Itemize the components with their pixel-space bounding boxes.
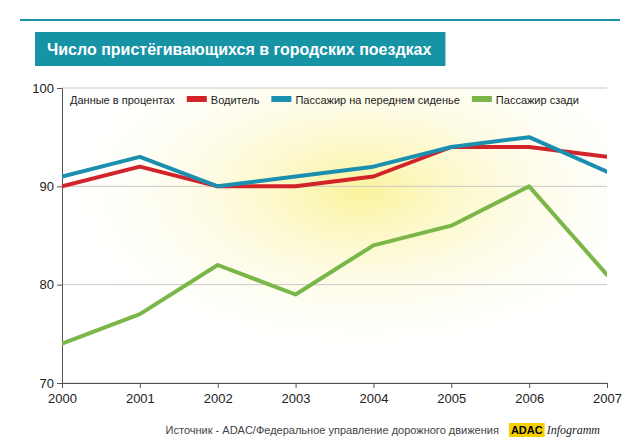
legend-label: Пассажир сзади <box>496 94 579 106</box>
y-tick: 70 <box>40 376 62 391</box>
title-banner <box>35 32 445 66</box>
legend-swatch <box>271 96 291 102</box>
x-tick: 2006 <box>515 383 544 406</box>
y-axis: 70 80 90 100 <box>32 81 62 391</box>
y-tick-label: 100 <box>32 81 54 96</box>
x-tick-label: 2005 <box>437 391 466 406</box>
grid <box>62 88 607 383</box>
title-group: Число пристёгивающихся в городских поезд… <box>35 32 445 66</box>
y-tick-mark <box>57 186 62 187</box>
legend-title: Данные в процентах <box>70 94 175 106</box>
logo-text: Infogramm <box>546 423 601 437</box>
y-axis-line <box>57 89 63 384</box>
title: Число пристёгивающихся в городских поезд… <box>47 41 431 58</box>
title-rule <box>20 19 620 21</box>
x-tick-mark <box>62 383 63 388</box>
x-tick: 2002 <box>204 383 233 406</box>
x-tick: 2000 <box>48 383 77 406</box>
x-tick-label: 2001 <box>126 391 155 406</box>
x-tick-label: 2002 <box>204 391 233 406</box>
logo-brand: ADAC <box>511 424 543 436</box>
y-tick-label: 90 <box>40 179 54 194</box>
x-tick-label: 2003 <box>282 391 311 406</box>
footer: InfogrammADAC Источник - ADAC/Федеральное… <box>166 423 601 437</box>
legend-swatch <box>472 96 492 102</box>
x-tick-label: 2006 <box>515 391 544 406</box>
series-line <box>62 147 607 186</box>
grid-line <box>62 88 607 89</box>
legend-label: Пассажир на переднем сиденье <box>295 94 459 106</box>
y-tick-label: 70 <box>40 376 54 391</box>
y-tick-mark <box>57 88 62 89</box>
legend-label: Водитель <box>211 94 260 106</box>
grid-line <box>62 284 607 285</box>
source: Источник - ADAC/Федеральное управление д… <box>166 424 499 436</box>
chart: Число пристёгивающихся в городских поезд… <box>0 0 640 448</box>
lines <box>62 137 607 343</box>
x-tick-mark <box>218 383 219 388</box>
legend: Данные в процентах Водитель Пассажир на пе… <box>70 94 579 106</box>
y-tick-mark <box>57 383 62 384</box>
x-axis: 2000 2001 2002 2003 2004 2005 2006 2007 <box>48 383 622 406</box>
plot-background <box>62 88 607 383</box>
x-axis-line <box>63 384 608 389</box>
x-tick: 2003 <box>282 383 311 406</box>
x-tick-label: 2004 <box>359 391 388 406</box>
y-tick: 90 <box>40 179 62 194</box>
x-tick-mark <box>451 383 452 388</box>
x-tick-mark <box>607 383 608 388</box>
x-tick-label: 2007 <box>593 391 622 406</box>
x-tick-mark <box>373 383 374 388</box>
series-line <box>62 137 607 186</box>
x-tick-label: 2000 <box>48 391 77 406</box>
y-tick-label: 80 <box>40 277 54 292</box>
x-tick: 2004 <box>359 383 388 406</box>
legend-swatch <box>187 96 207 102</box>
x-tick-mark <box>296 383 297 388</box>
x-tick: 2005 <box>437 383 466 406</box>
y-tick-mark <box>57 285 62 286</box>
x-tick: 2001 <box>126 383 155 406</box>
x-tick-mark <box>529 383 530 388</box>
x-tick: 2007 <box>593 383 622 406</box>
logo-box <box>509 423 545 437</box>
y-tick: 100 <box>32 81 62 96</box>
series-line <box>62 186 607 343</box>
x-tick-mark <box>140 383 141 388</box>
y-tick: 80 <box>40 277 62 292</box>
